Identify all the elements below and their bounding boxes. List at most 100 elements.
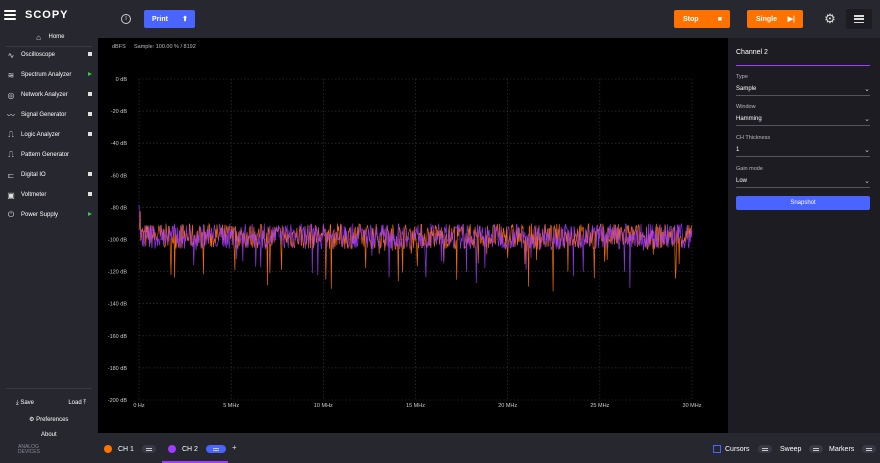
active-channel-indicator: [162, 461, 228, 463]
power-icon: ⏻: [7, 210, 15, 219]
sweep-menu-button[interactable]: [809, 445, 824, 453]
sidebar-item-pattern-generator[interactable]: ⎍ Pattern Generator: [0, 146, 98, 164]
sidebar-item-digital-io[interactable]: ⊏ Digital IO: [0, 166, 98, 184]
vendor-line: ANALOG: [18, 444, 39, 450]
save-label: Save: [20, 400, 35, 406]
sweep-tool[interactable]: Sweep: [780, 443, 824, 455]
pattern-icon: ⎍: [8, 150, 14, 159]
y-unit-label: dBFS: [112, 44, 126, 50]
sidebar-item-label: Network Analyzer: [21, 92, 68, 98]
save-load-group: ⤓ Save Load ⤒: [16, 400, 86, 407]
gain-mode-field: Gain mode Low ⌄: [736, 166, 870, 188]
y-tick-label: -120 dB: [108, 270, 128, 276]
download-icon: ⤓: [16, 400, 19, 406]
ticks: 0 Hz 5 MHz 10 MHz 15 MHz 20 MHz 25 MHz 30 MHz 0…: [108, 77, 702, 409]
vendor-line: DEVICES: [18, 449, 40, 455]
settings-gear-icon[interactable]: ⚙: [824, 11, 836, 26]
status-running-icon: [88, 72, 92, 76]
markers-menu-button[interactable]: [862, 445, 877, 453]
stop-label: Stop: [683, 15, 699, 23]
print-button[interactable]: Print ⬆: [144, 10, 195, 28]
y-tick-label: -140 dB: [108, 302, 128, 308]
y-tick-label: -40 dB: [111, 141, 128, 147]
digital-io-icon: ⊏: [7, 170, 15, 180]
channel-1-menu-button[interactable]: [141, 445, 156, 453]
channel-2-selector[interactable]: CH 2: [168, 443, 226, 455]
gain-mode-select[interactable]: Low ⌄: [736, 176, 870, 185]
sidebar-item-network-analyzer[interactable]: ◎ Network Analyzer: [0, 86, 98, 104]
step-icon: ▶|: [787, 16, 795, 23]
field-value: Sample: [736, 85, 757, 92]
channel-1-selector[interactable]: CH 1: [104, 443, 156, 455]
load-label: Load: [68, 400, 82, 406]
y-tick-label: -100 dB: [108, 238, 128, 244]
cursors-menu-button[interactable]: [757, 445, 772, 453]
add-channel-button[interactable]: +: [232, 443, 237, 452]
divider: [6, 46, 92, 47]
single-button[interactable]: Single ▶|: [747, 10, 803, 28]
network-icon: ◎: [7, 90, 15, 100]
home-icon: ⌂: [36, 32, 41, 42]
sidebar-item-voltmeter[interactable]: ▣ Voltmeter: [0, 186, 98, 204]
sample-info: Sample: 100.00 % / 8192: [134, 44, 196, 50]
menu-icon: [854, 15, 864, 23]
sidebar-item-power-supply[interactable]: ⏻ Power Supply: [0, 206, 98, 224]
load-button[interactable]: Load ⤒: [68, 400, 86, 407]
snapshot-button[interactable]: Snapshot: [736, 196, 870, 210]
divider: [736, 156, 870, 157]
y-tick-label: -20 dB: [111, 109, 128, 115]
ch2-trace: [138, 204, 693, 289]
cursors-toggle[interactable]: Cursors: [713, 443, 772, 455]
cursors-checkbox[interactable]: [713, 445, 721, 453]
y-tick-label: -60 dB: [111, 173, 128, 179]
divider: [6, 388, 92, 389]
sidebar: SCOPY ⌂ Home ∿ Oscilloscope ≋ Spectrum A…: [0, 0, 98, 463]
sidebar-item-label: Pattern Generator: [21, 152, 70, 158]
type-select[interactable]: Sample ⌄: [736, 84, 870, 93]
thickness-select[interactable]: 1 ⌄: [736, 145, 870, 154]
type-field: Type Sample ⌄: [736, 74, 870, 96]
grid: [138, 78, 693, 401]
status-stopped-icon: [88, 52, 92, 56]
sidebar-item-home[interactable]: ⌂ Home: [0, 28, 98, 46]
cursors-label: Cursors: [725, 445, 750, 453]
channel-2-menu-button[interactable]: [205, 445, 226, 453]
sidebar-item-spectrum-analyzer[interactable]: ≋ Spectrum Analyzer: [0, 66, 98, 84]
sidebar-item-label: Oscilloscope: [21, 52, 56, 58]
x-tick-label: 15 MHz: [406, 403, 425, 409]
window-select[interactable]: Hamming ⌄: [736, 114, 870, 123]
sidebar-item-logic-analyzer[interactable]: ⎍ Logic Analyzer: [0, 126, 98, 144]
save-button[interactable]: ⤓ Save: [16, 400, 34, 407]
channel-title: Channel 2: [736, 49, 768, 56]
print-label: Print: [152, 15, 168, 23]
chevron-down-icon: ⌄: [864, 177, 870, 185]
gear-icon: ⚙: [29, 417, 35, 423]
spectrum-plot[interactable]: 0 Hz 5 MHz 10 MHz 15 MHz 20 MHz 25 MHz 30 MHz 0…: [98, 38, 728, 433]
status-stopped-icon: [88, 132, 92, 136]
menu-button[interactable]: [846, 9, 872, 29]
sidebar-item-label: Digital IO: [21, 172, 46, 178]
channel-1-label: CH 1: [118, 445, 134, 453]
x-tick-label: 25 MHz: [590, 403, 609, 409]
status-stopped-icon: [88, 172, 92, 176]
sidebar-item-label: Signal Generator: [21, 112, 67, 118]
sidebar-item-signal-generator[interactable]: 〰 Signal Generator: [0, 106, 98, 124]
x-tick-label: 0 Hz: [133, 403, 145, 409]
bottom-bar: CH 1 CH 2 + Cursors Sweep Markers: [98, 433, 880, 463]
thickness-field: CH Thickness 1 ⌄: [736, 135, 870, 157]
channel-settings-panel: Channel 2 Type Sample ⌄ Window Hamming ⌄ C…: [728, 38, 880, 433]
sidebar-item-oscilloscope[interactable]: ∿ Oscilloscope: [0, 46, 98, 64]
info-icon[interactable]: i: [121, 14, 131, 24]
stop-button[interactable]: Stop ■: [674, 10, 730, 28]
about-button[interactable]: About: [41, 432, 57, 438]
status-stopped-icon: [88, 112, 92, 116]
x-tick-label: 30 MHz: [683, 403, 702, 409]
channel-1-color-dot: [104, 445, 112, 453]
chevron-down-icon: ⌄: [864, 115, 870, 123]
spectrum-chart: 0 Hz 5 MHz 10 MHz 15 MHz 20 MHz 25 MHz 30 MHz 0…: [108, 44, 702, 409]
chevron-down-icon: ⌄: [864, 85, 870, 93]
preferences-button[interactable]: ⚙ Preferences: [29, 416, 68, 423]
sidebar-toggle-icon[interactable]: [4, 10, 16, 20]
markers-tool[interactable]: Markers: [829, 443, 877, 455]
